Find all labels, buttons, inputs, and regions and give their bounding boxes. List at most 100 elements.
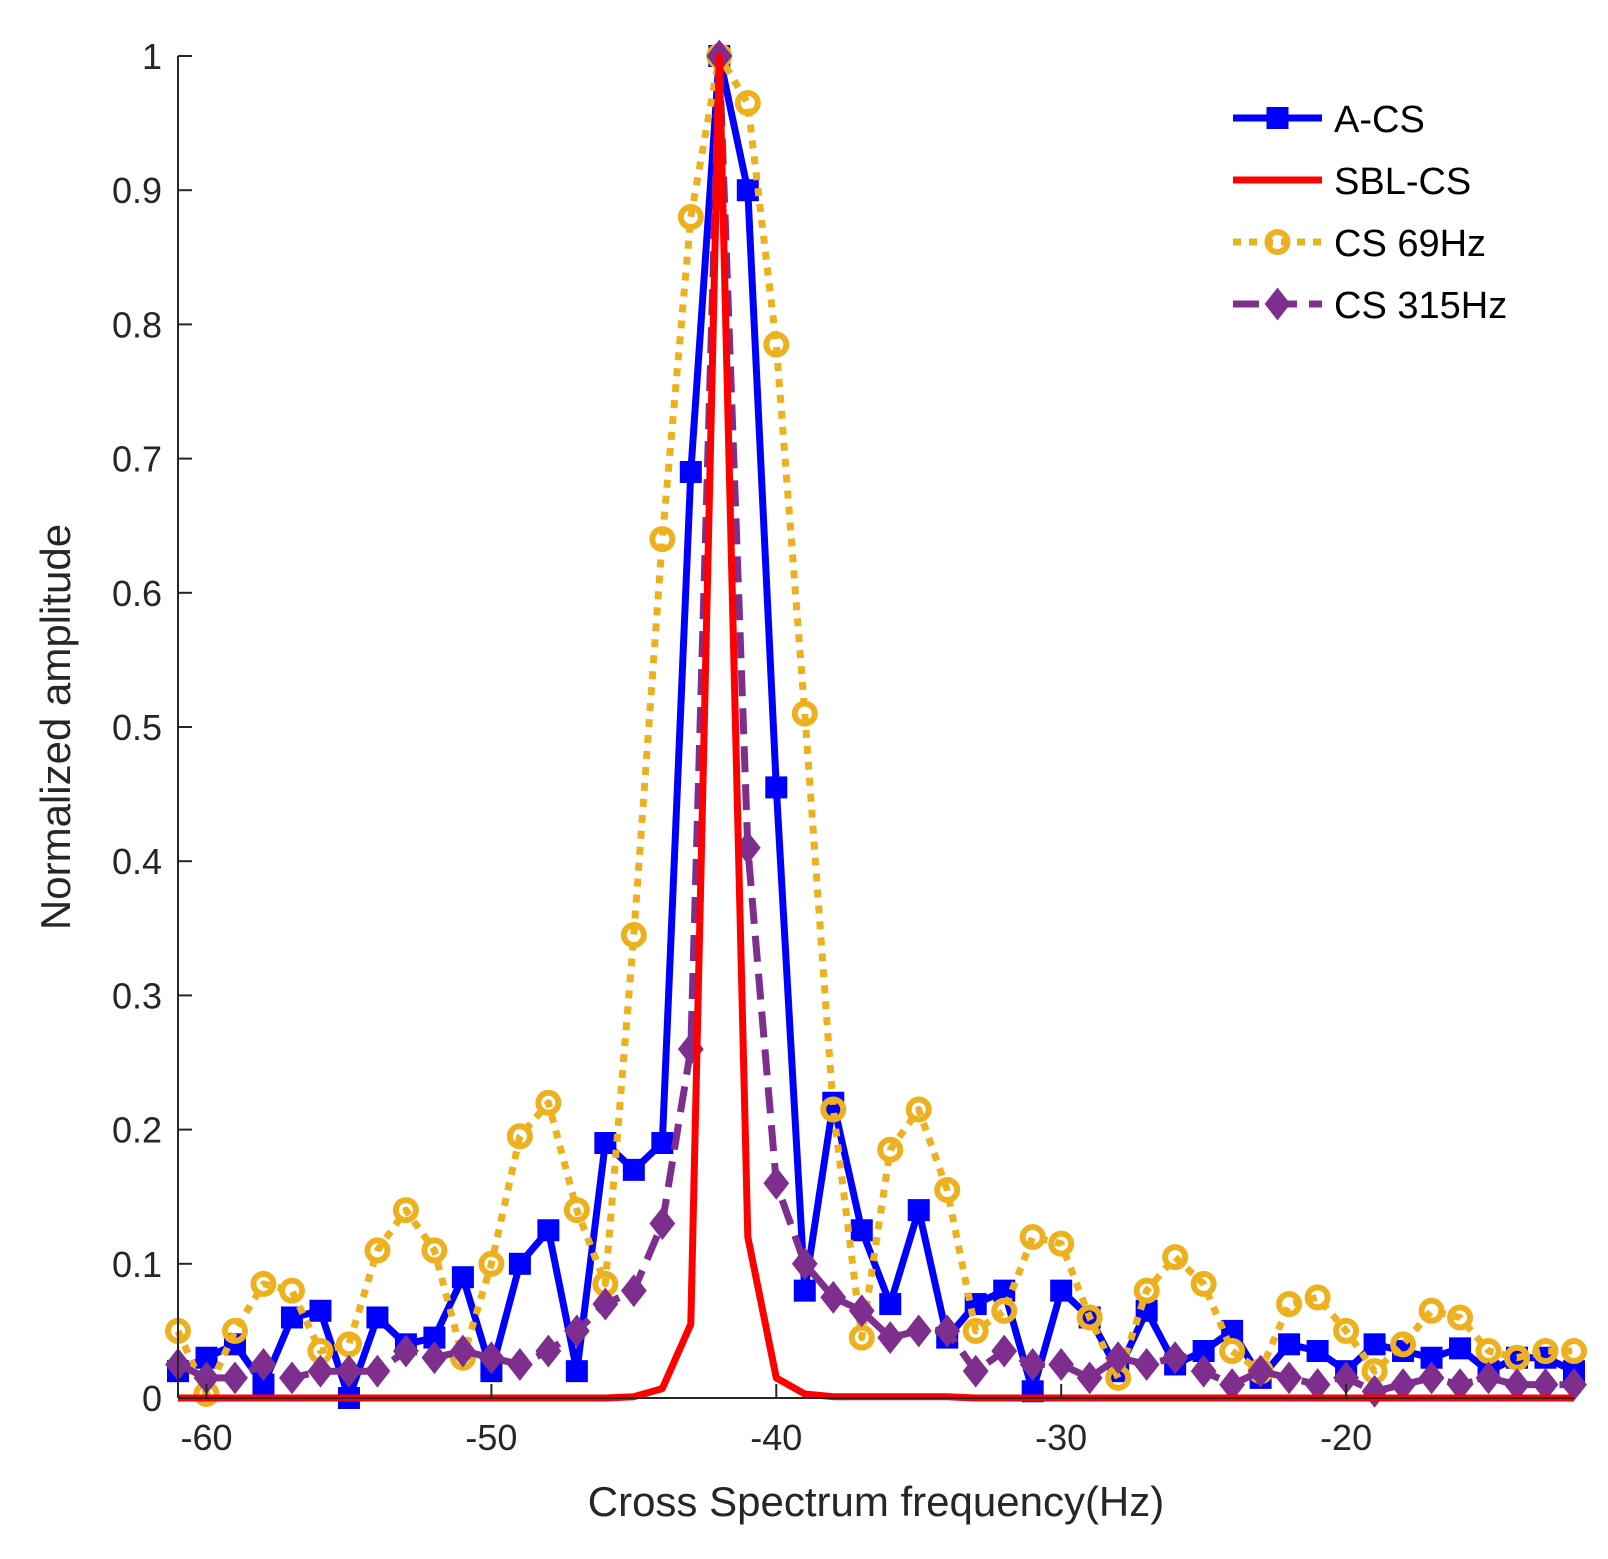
data-point-a-cs [1449, 1337, 1472, 1360]
data-point-cs-69hz [1190, 1270, 1217, 1297]
data-point-a-cs [736, 179, 759, 202]
y-tick-label: 0.6 [112, 573, 162, 614]
data-point-cs-315hz [364, 1354, 391, 1388]
data-point-cs-315hz [307, 1354, 334, 1388]
data-point-cs-315hz [222, 1361, 248, 1395]
legend-label-a-cs: A-CS [1334, 99, 1425, 141]
y-axis-label: Normalized amplitude [32, 524, 79, 930]
legend-item-cs-69hz: CS 69Hz [1233, 223, 1486, 265]
data-point-cs-315hz [1276, 1361, 1303, 1395]
data-point-cs-69hz [250, 1270, 277, 1297]
data-point-a-cs [508, 1252, 531, 1275]
data-point-cs-69hz [1076, 1304, 1103, 1331]
y-tick-label: 0.7 [112, 439, 162, 480]
data-point-a-cs [679, 461, 702, 484]
data-point-cs-69hz [649, 526, 676, 553]
data-point-cs-69hz [1048, 1230, 1075, 1257]
data-point-cs-69hz [1561, 1338, 1587, 1365]
data-point-cs-69hz [1304, 1284, 1331, 1311]
data-point-cs-69hz [535, 1089, 562, 1116]
data-point-cs-315hz [506, 1348, 533, 1381]
data-point-cs-69hz [905, 1096, 932, 1123]
data-point-a-cs [195, 1346, 218, 1369]
data-point-cs-315hz [962, 1354, 989, 1388]
x-axis-label: Cross Spectrum frequency(Hz) [588, 1478, 1165, 1525]
data-point-cs-69hz [1418, 1297, 1445, 1324]
data-point-cs-315hz [991, 1334, 1018, 1368]
y-tick-label: 0.5 [112, 707, 162, 748]
data-point-a-cs [280, 1306, 303, 1329]
data-point-cs-69hz [1390, 1331, 1417, 1358]
data-point-cs-315hz [1105, 1341, 1132, 1375]
data-point-cs-315hz [449, 1334, 476, 1368]
legend: A-CS SBL-CS CS 69Hz CS 315Hz [1233, 99, 1507, 327]
data-point-cs-315hz [478, 1341, 505, 1375]
x-tick-label: -30 [1035, 1417, 1087, 1458]
data-point-cs-315hz [1190, 1354, 1217, 1388]
legend-item-sbl-cs: SBL-CS [1233, 161, 1471, 203]
data-point-cs-315hz [592, 1287, 619, 1321]
data-point-cs-69hz [364, 1237, 391, 1264]
data-point-a-cs [765, 776, 788, 799]
data-point-a-cs [651, 1132, 674, 1155]
y-tick-label: 0.2 [112, 1110, 162, 1151]
data-point-cs-69hz [791, 700, 818, 727]
data-point-cs-315hz [279, 1361, 305, 1395]
data-point-cs-69hz [734, 89, 761, 116]
legend-item-cs-315hz: CS 315Hz [1233, 285, 1507, 327]
x-tick-label: -60 [180, 1417, 232, 1458]
data-point-cs-315hz [1133, 1348, 1160, 1381]
data-point-cs-315hz [877, 1321, 904, 1355]
y-tick-label: 1 [142, 36, 162, 77]
data-point-a-cs [366, 1306, 389, 1329]
data-point-cs-315hz [791, 1247, 818, 1281]
data-point-a-cs [1306, 1340, 1329, 1363]
data-point-cs-315hz [1076, 1361, 1103, 1395]
legend-label-cs-69hz: CS 69Hz [1334, 223, 1486, 265]
data-point-cs-315hz [1475, 1361, 1502, 1395]
data-point-cs-69hz [1532, 1338, 1559, 1365]
data-point-cs-69hz [620, 922, 647, 949]
legend-marker-cs-315hz [1264, 287, 1291, 321]
data-point-cs-315hz [1418, 1361, 1445, 1395]
data-point-cs-315hz [563, 1314, 590, 1348]
data-point-cs-69hz [1219, 1338, 1246, 1365]
x-tick-label: -20 [1320, 1417, 1372, 1458]
data-point-a-cs [907, 1199, 930, 1222]
data-point-a-cs [1420, 1346, 1443, 1369]
data-point-cs-69hz [934, 1176, 961, 1203]
data-point-a-cs [1363, 1333, 1386, 1356]
data-point-cs-315hz [336, 1354, 362, 1388]
y-tick-label: 0.4 [112, 841, 162, 882]
data-point-cs-69hz [677, 204, 704, 231]
data-point-cs-69hz [763, 331, 790, 358]
data-point-cs-69hz [1504, 1344, 1531, 1371]
data-point-a-cs [793, 1279, 816, 1302]
data-point-cs-69hz [335, 1331, 362, 1358]
data-point-cs-69hz [478, 1250, 505, 1277]
data-point-a-cs [252, 1373, 275, 1396]
data-point-cs-315hz [1219, 1368, 1246, 1402]
data-point-cs-69hz [1333, 1317, 1360, 1344]
data-point-a-cs [1192, 1340, 1215, 1363]
data-point-cs-69hz [1019, 1223, 1046, 1250]
series-line-cs-69hz [174, 52, 1574, 1398]
data-point-a-cs [423, 1326, 446, 1349]
data-point-cs-315hz [1390, 1368, 1416, 1402]
data-point-cs-315hz [1019, 1348, 1046, 1381]
data-point-cs-315hz [1532, 1368, 1559, 1402]
data-point-a-cs [594, 1132, 617, 1155]
data-point-a-cs [1050, 1279, 1073, 1302]
data-point-cs-69hz [1475, 1338, 1502, 1365]
data-point-a-cs [879, 1293, 902, 1316]
data-point-cs-315hz [848, 1294, 875, 1328]
data-point-cs-69hz [991, 1297, 1018, 1324]
data-point-cs-69hz [506, 1123, 533, 1150]
legend-marker-cs-69hz [1264, 229, 1291, 255]
data-point-a-cs [451, 1266, 474, 1289]
data-point-a-cs [993, 1279, 1016, 1302]
data-point-cs-315hz [763, 1166, 790, 1200]
data-point-cs-315hz [250, 1348, 277, 1381]
